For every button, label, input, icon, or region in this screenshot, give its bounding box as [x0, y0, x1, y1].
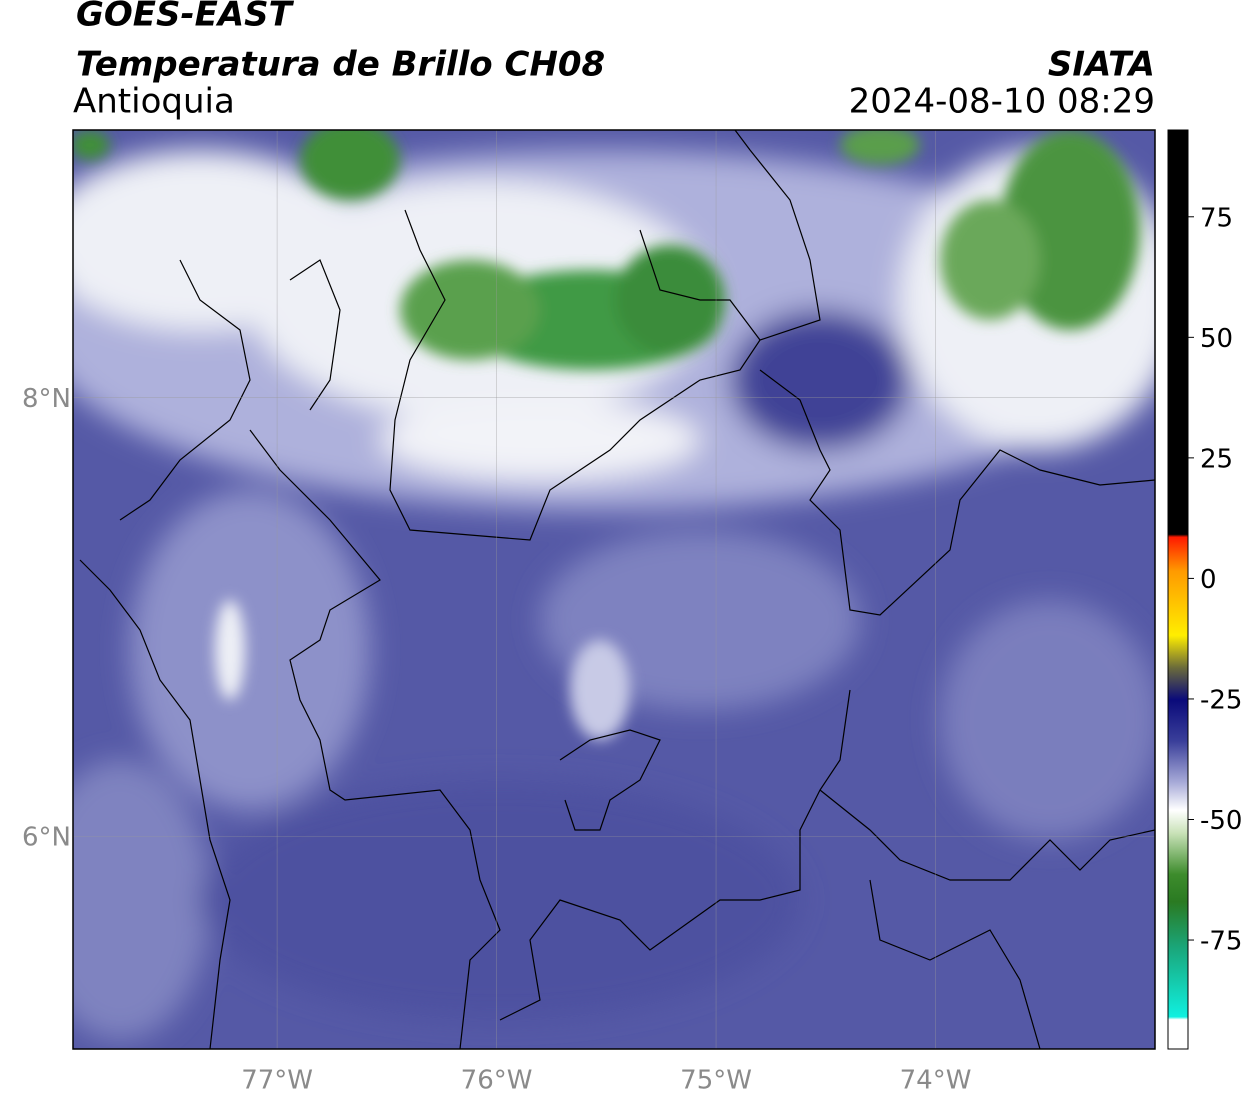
datetime-label: 2024-08-10 08:29 [849, 82, 1155, 122]
map-frame [72, 129, 1156, 1050]
colorbar-tick-label: 50 [1200, 324, 1233, 354]
lon-tick-label: 76°W [461, 1066, 533, 1096]
source-label: SIATA [1048, 45, 1155, 85]
colorbar-tick-label: -75 [1200, 927, 1242, 957]
colorbar-tick-label: -25 [1200, 685, 1242, 715]
graticule [73, 130, 1155, 1049]
colorbar [1167, 129, 1189, 1050]
colorbar-tick-label: -50 [1200, 806, 1242, 836]
lon-tick-label: 75°W [680, 1066, 752, 1096]
lat-tick-label: 6°N [22, 823, 71, 853]
colorbar-tick-label: 25 [1200, 444, 1233, 474]
satellite-image [73, 130, 1155, 1049]
lon-tick-label: 74°W [900, 1066, 972, 1096]
lon-tick-label: 77°W [241, 1066, 313, 1096]
colorbar-tick-label: 75 [1200, 203, 1233, 233]
colorbar-tick-label: 0 [1200, 565, 1217, 595]
product-title: Temperatura de Brillo CH08 [76, 45, 605, 85]
region-label: Antioquia [73, 82, 235, 122]
satellite-label: GOES-EAST [76, 0, 295, 35]
lat-tick-label: 8°N [22, 384, 71, 414]
